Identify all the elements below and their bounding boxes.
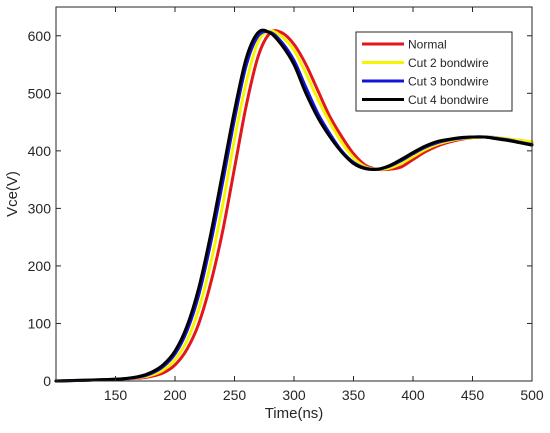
y-tick-label: 400: [28, 143, 52, 159]
y-tick-label: 600: [28, 28, 52, 44]
legend: Normal Cut 2 bondwire Cut 3 bondwire Cut 4 …: [355, 31, 513, 112]
y-tick-label: 300: [28, 200, 52, 216]
x-tick-label: 250: [223, 387, 247, 403]
legend-label: Cut 4 bondwire: [408, 93, 489, 107]
y-tick-label: 0: [43, 373, 51, 389]
y-tick-label: 100: [28, 315, 52, 331]
legend-label: Cut 2 bondwire: [408, 56, 489, 70]
y-tick-label: 200: [28, 258, 52, 274]
series-lines: [54, 28, 534, 383]
x-tick-label: 500: [520, 387, 544, 403]
x-tick-label: 200: [163, 387, 187, 403]
x-axis-label: Time(ns): [265, 405, 324, 422]
x-tick-label: 400: [401, 387, 425, 403]
x-tick-label: 450: [461, 387, 485, 403]
x-tick-label: 350: [342, 387, 366, 403]
x-tick-label: 300: [282, 387, 306, 403]
legend-label: Normal: [408, 38, 447, 52]
series-line-4: [54, 28, 534, 383]
axis-ticks: 150 200 250 300 350 400 450 500 0 100 200 300 400 500…: [28, 7, 544, 403]
legend-label: Cut 3 bondwire: [408, 75, 489, 89]
y-axis-label: Vce(V): [4, 171, 21, 217]
x-tick-label: 150: [104, 387, 128, 403]
y-tick-label: 500: [28, 85, 52, 101]
